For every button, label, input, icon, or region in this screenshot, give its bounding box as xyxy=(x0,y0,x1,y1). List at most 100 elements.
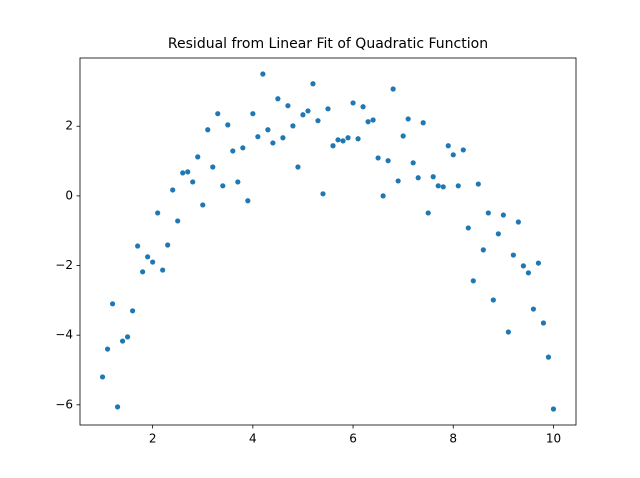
point xyxy=(535,260,542,266)
point xyxy=(510,252,516,258)
point xyxy=(470,278,476,284)
point xyxy=(540,320,547,326)
point xyxy=(300,112,306,118)
y-tick-label: −4 xyxy=(55,328,73,342)
point xyxy=(140,269,146,275)
point xyxy=(155,210,161,216)
point xyxy=(109,301,116,307)
point xyxy=(380,193,386,199)
point xyxy=(450,152,456,158)
point xyxy=(270,140,276,146)
point xyxy=(375,155,381,161)
point xyxy=(465,225,471,231)
point xyxy=(124,334,131,340)
point xyxy=(205,127,211,133)
point xyxy=(104,346,111,352)
point xyxy=(520,263,526,269)
x-tick-label: 2 xyxy=(149,432,157,446)
y-tick-label: −6 xyxy=(55,397,73,411)
point xyxy=(305,108,311,114)
point xyxy=(415,175,421,181)
y-tick-label: 0 xyxy=(65,188,73,202)
point xyxy=(525,270,532,276)
point xyxy=(355,136,361,142)
point xyxy=(315,118,321,124)
point xyxy=(515,219,521,225)
point xyxy=(114,404,121,410)
point xyxy=(180,170,186,176)
point xyxy=(360,104,366,110)
point xyxy=(250,111,256,117)
point xyxy=(280,135,286,141)
point xyxy=(215,111,221,117)
x-tick-label: 4 xyxy=(249,432,257,446)
point xyxy=(390,86,396,92)
point xyxy=(320,191,326,197)
point xyxy=(220,183,226,189)
point xyxy=(365,119,371,125)
point xyxy=(500,212,506,218)
point xyxy=(165,242,171,248)
point xyxy=(225,122,231,128)
point xyxy=(495,231,501,237)
point xyxy=(435,183,441,189)
point xyxy=(310,81,316,87)
point xyxy=(395,178,401,184)
point xyxy=(345,135,351,141)
point xyxy=(480,247,486,253)
point xyxy=(325,106,331,112)
point xyxy=(425,210,431,216)
point xyxy=(275,96,281,102)
point xyxy=(440,184,446,190)
point xyxy=(130,308,136,314)
point xyxy=(420,120,426,126)
point xyxy=(405,116,411,122)
point xyxy=(119,338,126,344)
x-tick-label: 6 xyxy=(349,432,357,446)
point xyxy=(245,198,251,204)
point xyxy=(340,138,346,144)
point xyxy=(335,137,341,143)
point xyxy=(455,183,461,189)
point xyxy=(160,267,166,273)
x-tick-label: 10 xyxy=(546,432,561,446)
point xyxy=(385,158,391,164)
point xyxy=(260,71,266,77)
point xyxy=(545,354,552,360)
point xyxy=(210,164,216,170)
point xyxy=(350,100,356,106)
point xyxy=(475,181,481,187)
y-tick-label: −2 xyxy=(55,258,73,272)
point xyxy=(290,123,296,129)
point xyxy=(265,127,271,133)
point xyxy=(330,143,336,149)
x-tick-label: 8 xyxy=(449,432,457,446)
point xyxy=(185,169,191,175)
point xyxy=(145,254,151,260)
point xyxy=(295,164,301,170)
point xyxy=(195,154,201,160)
y-tick-label: 2 xyxy=(65,119,73,133)
point xyxy=(285,103,291,109)
point xyxy=(175,218,181,224)
point xyxy=(235,179,241,185)
point xyxy=(99,374,106,380)
point xyxy=(255,134,261,140)
point xyxy=(400,133,406,139)
point xyxy=(485,210,491,216)
point xyxy=(490,297,496,303)
point xyxy=(550,406,557,412)
point xyxy=(505,329,511,335)
point xyxy=(410,160,416,166)
point xyxy=(135,243,141,249)
point xyxy=(370,117,376,123)
axes-frame xyxy=(79,57,577,426)
chart-title: Residual from Linear Fit of Quadratic Fu… xyxy=(168,36,488,52)
point xyxy=(460,147,466,153)
point xyxy=(190,179,196,185)
point xyxy=(170,187,176,193)
point xyxy=(200,202,206,208)
point xyxy=(240,145,246,151)
